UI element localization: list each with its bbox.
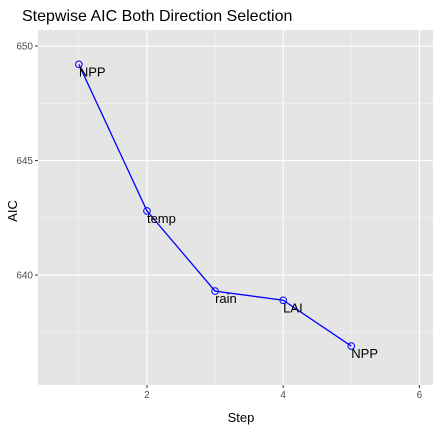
x-tick-label: 2 — [144, 390, 150, 401]
point-label: temp — [147, 211, 176, 226]
y-tick-label: 645 — [16, 156, 33, 167]
plot-panel — [38, 30, 433, 385]
point-label: rain — [215, 291, 237, 306]
x-tick-label: 4 — [280, 390, 286, 401]
y-axis-ticks: 640 645 650 — [16, 42, 38, 282]
aic-line — [78, 64, 352, 347]
minor-gridlines — [38, 30, 433, 385]
series-points — [75, 60, 356, 350]
series-lines — [78, 64, 352, 347]
data-point — [347, 342, 356, 350]
x-tick-label: 6 — [417, 390, 423, 401]
point-label: LAI — [283, 300, 303, 315]
data-point — [211, 287, 219, 295]
data-point — [75, 60, 83, 69]
chart-title: Stepwise AIC Both Direction Selection — [22, 8, 292, 25]
data-point — [279, 296, 287, 305]
y-tick-label: 640 — [16, 271, 33, 282]
x-axis-title: Step — [228, 410, 255, 425]
point-label: NPP — [351, 346, 378, 361]
y-tick-label: 650 — [16, 42, 33, 53]
point-labels: NPP temp rain LAI NPP — [79, 64, 378, 361]
y-axis-title: AIC — [5, 200, 20, 222]
x-axis-ticks: 2 4 6 — [144, 385, 423, 401]
data-point — [143, 207, 151, 215]
point-label: NPP — [79, 64, 106, 79]
